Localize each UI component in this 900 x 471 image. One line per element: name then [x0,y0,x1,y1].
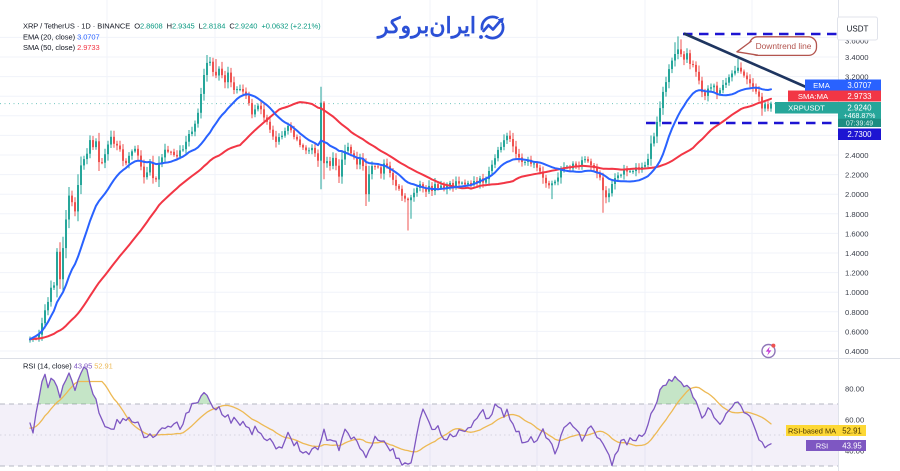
svg-text:2.0000: 2.0000 [845,190,869,199]
svg-text:3.0707: 3.0707 [847,81,871,90]
svg-text:2.9733: 2.9733 [847,92,872,101]
svg-text:RSI (14, close) 43.95 52.91: RSI (14, close) 43.95 52.91 [23,362,113,371]
svg-text:SMA:MA: SMA:MA [798,92,829,101]
svg-text:SMA (50, close) 2.9733: SMA (50, close) 2.9733 [23,43,100,52]
svg-text:2.2000: 2.2000 [845,171,869,180]
svg-text:RSI-based MA: RSI-based MA [788,427,836,436]
svg-text:2.7300: 2.7300 [847,130,872,139]
svg-text:XRP / TetherUS · 1D · BINANCE: XRP / TetherUS · 1D · BINANCE O2.8608 H2… [23,22,321,31]
svg-text:EMA (20, close) 3.0707: EMA (20, close) 3.0707 [23,32,100,41]
svg-text:3.2000: 3.2000 [845,73,869,82]
svg-text:EMA: EMA [813,81,831,90]
svg-text:1.8000: 1.8000 [845,210,869,219]
svg-text:43.95: 43.95 [842,442,862,451]
svg-text:1.0000: 1.0000 [845,288,869,297]
svg-text:0.8000: 0.8000 [845,308,869,317]
svg-text:3.4000: 3.4000 [845,53,869,62]
svg-text:0.4000: 0.4000 [845,347,869,356]
svg-text:RSI: RSI [816,442,828,451]
svg-text:USDT: USDT [847,25,869,34]
svg-text:ایران‌بروکر: ایران‌بروکر [376,13,476,39]
svg-text:07:39:49: 07:39:49 [846,121,873,128]
svg-text:80.00: 80.00 [845,385,864,394]
svg-text:+468.87%: +468.87% [844,113,876,120]
svg-text:0.6000: 0.6000 [845,327,869,336]
svg-text:3.6000: 3.6000 [845,37,869,46]
svg-text:52.91: 52.91 [842,427,862,436]
svg-text:2.4000: 2.4000 [845,151,869,160]
svg-text:XRPUSDT: XRPUSDT [788,104,825,113]
svg-text:1.6000: 1.6000 [845,229,869,238]
svg-text:2.9240: 2.9240 [847,104,872,113]
svg-text:Downtrend line: Downtrend line [756,41,812,51]
svg-text:1.2000: 1.2000 [845,269,869,278]
svg-text:60.00: 60.00 [845,416,864,425]
svg-text:1.4000: 1.4000 [845,249,869,258]
